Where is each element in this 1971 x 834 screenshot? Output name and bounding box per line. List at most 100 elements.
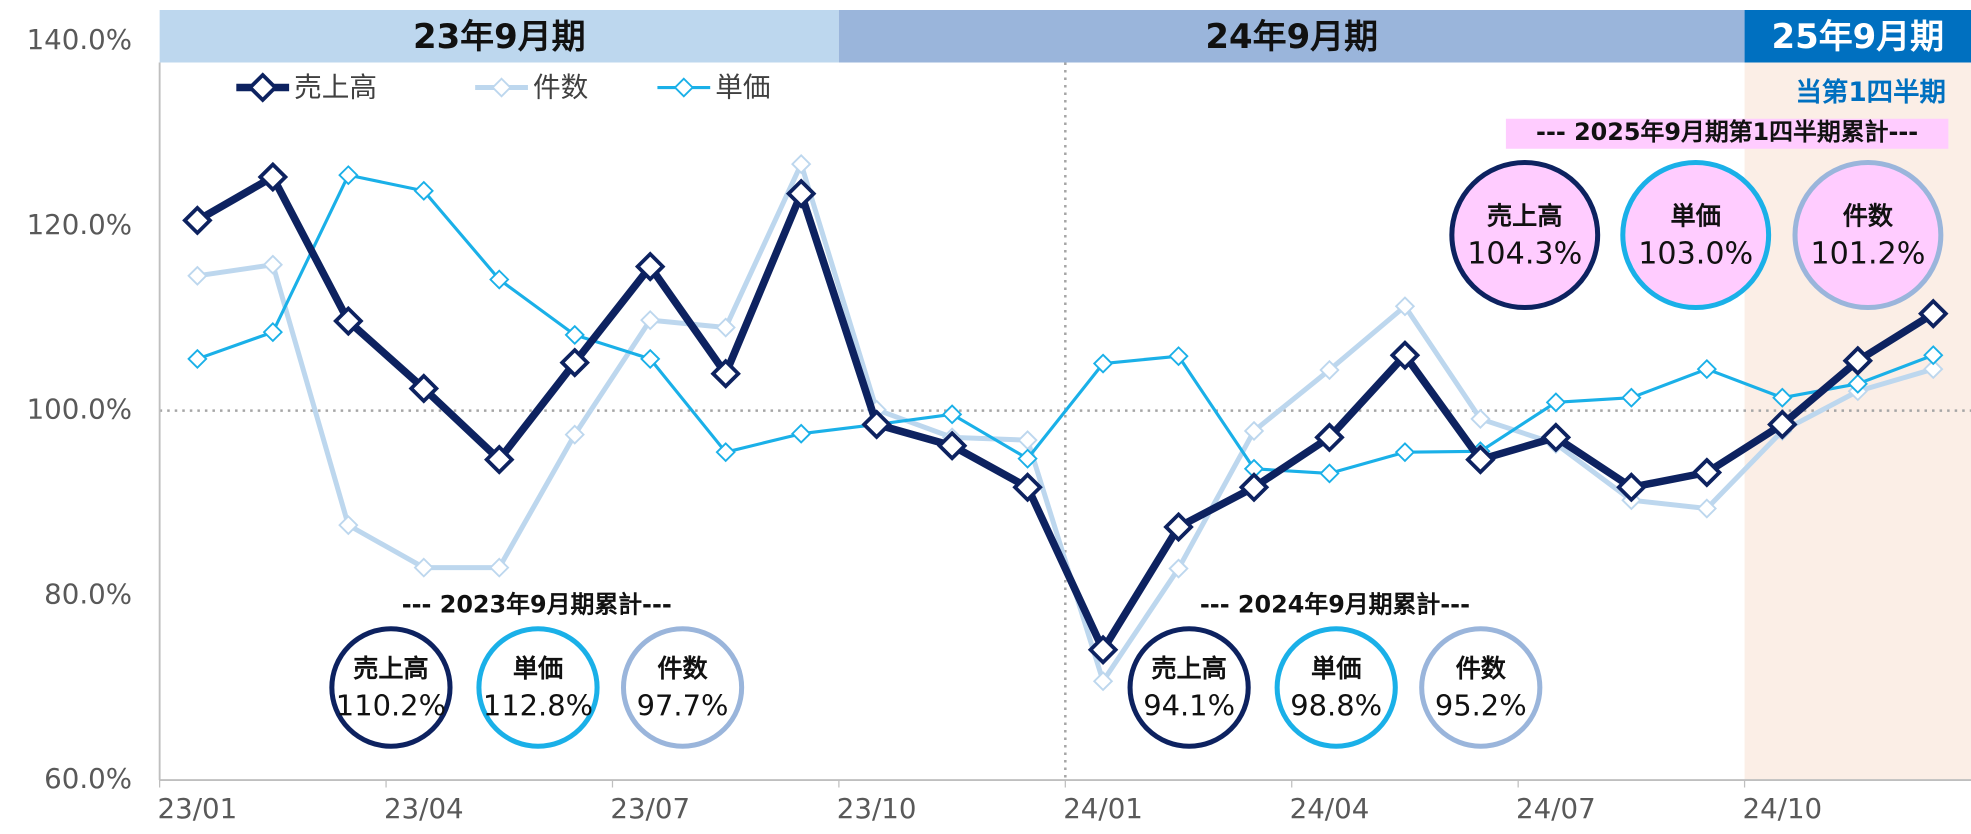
data-point (413, 180, 434, 201)
summary-value: 104.3% (1467, 237, 1582, 272)
summary-name: 単価 (1671, 202, 1721, 231)
series-line (196, 173, 1934, 475)
data-point (257, 161, 289, 193)
summary-value: 95.2% (1435, 689, 1527, 723)
summary-name: 単価 (1311, 654, 1361, 683)
data-point (1238, 472, 1270, 503)
data-point (1017, 448, 1038, 469)
summary-name: 売上高 (1487, 202, 1562, 231)
period-band (838, 10, 1745, 63)
period-band (159, 10, 839, 63)
data-point (1540, 422, 1572, 453)
data-point (1767, 409, 1798, 440)
data-point (1696, 358, 1717, 380)
summary-name: 件数 (1456, 654, 1507, 683)
summary-circle (329, 626, 453, 749)
summary-name: 件数 (1843, 202, 1894, 231)
data-point (640, 348, 661, 369)
data-point (791, 423, 812, 444)
summary-value: 94.1% (1143, 689, 1235, 723)
y-tick-label: 120.0% (27, 208, 132, 241)
y-tick-label: 60.0% (44, 762, 132, 795)
data-point (338, 165, 359, 186)
data-point (182, 205, 213, 236)
summary-value: 103.0% (1638, 237, 1753, 272)
data-point (941, 404, 963, 425)
data-point (1168, 346, 1189, 367)
x-tick-label: 24/04 (1290, 792, 1370, 825)
summary-circle (1419, 626, 1543, 749)
y-tick-label: 140.0% (27, 23, 132, 56)
summary-circle (476, 626, 600, 749)
summary-value: 101.2% (1810, 237, 1925, 272)
data-point (1465, 444, 1496, 475)
legend-label: 売上高 (294, 71, 377, 104)
data-point (489, 557, 510, 578)
data-point (1923, 345, 1944, 366)
data-point (1012, 472, 1043, 503)
data-point (1017, 430, 1038, 451)
data-point (634, 251, 666, 282)
data-point (1616, 472, 1647, 503)
summary-circle (1449, 160, 1601, 310)
data-point (861, 409, 892, 440)
summary-value: 112.8% (483, 689, 593, 723)
data-point (1243, 420, 1265, 442)
data-point (640, 310, 661, 331)
period-label: 23年9月期 (413, 17, 586, 56)
data-point (338, 515, 359, 536)
x-tick-label: 24/10 (1742, 792, 1822, 825)
summary-title-bg (1505, 118, 1949, 149)
data-point (715, 442, 736, 463)
data-point (559, 347, 590, 378)
data-point (564, 424, 585, 445)
data-point (1621, 387, 1642, 408)
data-point (489, 269, 510, 290)
summary-title: --- 2024年9月期累計--- (1200, 591, 1470, 619)
data-point (1918, 298, 1949, 329)
x-tick-label: 24/01 (1063, 792, 1143, 825)
data-point (1847, 373, 1868, 394)
data-point (1772, 387, 1793, 408)
data-point (1394, 442, 1416, 463)
data-point (564, 324, 585, 345)
summary-name: 単価 (513, 654, 563, 683)
summary-circle (1620, 160, 1772, 310)
data-point (413, 557, 434, 578)
legend-label: 件数 (533, 71, 588, 104)
data-point (936, 430, 968, 461)
x-tick-label: 23/04 (384, 792, 464, 825)
summary-value: 98.8% (1290, 689, 1382, 723)
summary-circle (620, 626, 745, 749)
y-tick-label: 100.0% (27, 393, 132, 426)
data-point (1092, 671, 1114, 692)
data-point (1394, 296, 1416, 317)
period-label: 25年9月期 (1771, 17, 1944, 56)
data-point (333, 305, 364, 337)
data-point (1691, 457, 1723, 488)
summary-value: 97.7% (637, 689, 729, 723)
period-label: 24年9月期 (1205, 17, 1378, 56)
data-point (715, 317, 736, 338)
summary-circle (1127, 626, 1251, 749)
x-tick-label: 23/10 (837, 792, 917, 825)
current-quarter: 当第1四半期 (1796, 77, 1946, 108)
data-point (1319, 359, 1340, 381)
data-point (1923, 358, 1944, 380)
data-point (187, 265, 208, 286)
period-band (1744, 10, 1971, 63)
data-point (1087, 634, 1119, 665)
x-tick-label: 24/07 (1516, 792, 1596, 825)
summary-circle (1792, 160, 1944, 310)
data-point (1696, 498, 1717, 519)
legend-marker (491, 77, 512, 98)
x-tick-label: 23/01 (158, 792, 238, 825)
data-point (187, 348, 208, 369)
summary-name: 売上高 (353, 654, 428, 683)
data-point (710, 358, 741, 389)
data-point (1314, 422, 1345, 453)
data-point (1319, 463, 1340, 484)
summary-title: --- 2025年9月期第1四半期累計--- (1536, 118, 1918, 146)
y-tick-label: 80.0% (44, 577, 132, 610)
